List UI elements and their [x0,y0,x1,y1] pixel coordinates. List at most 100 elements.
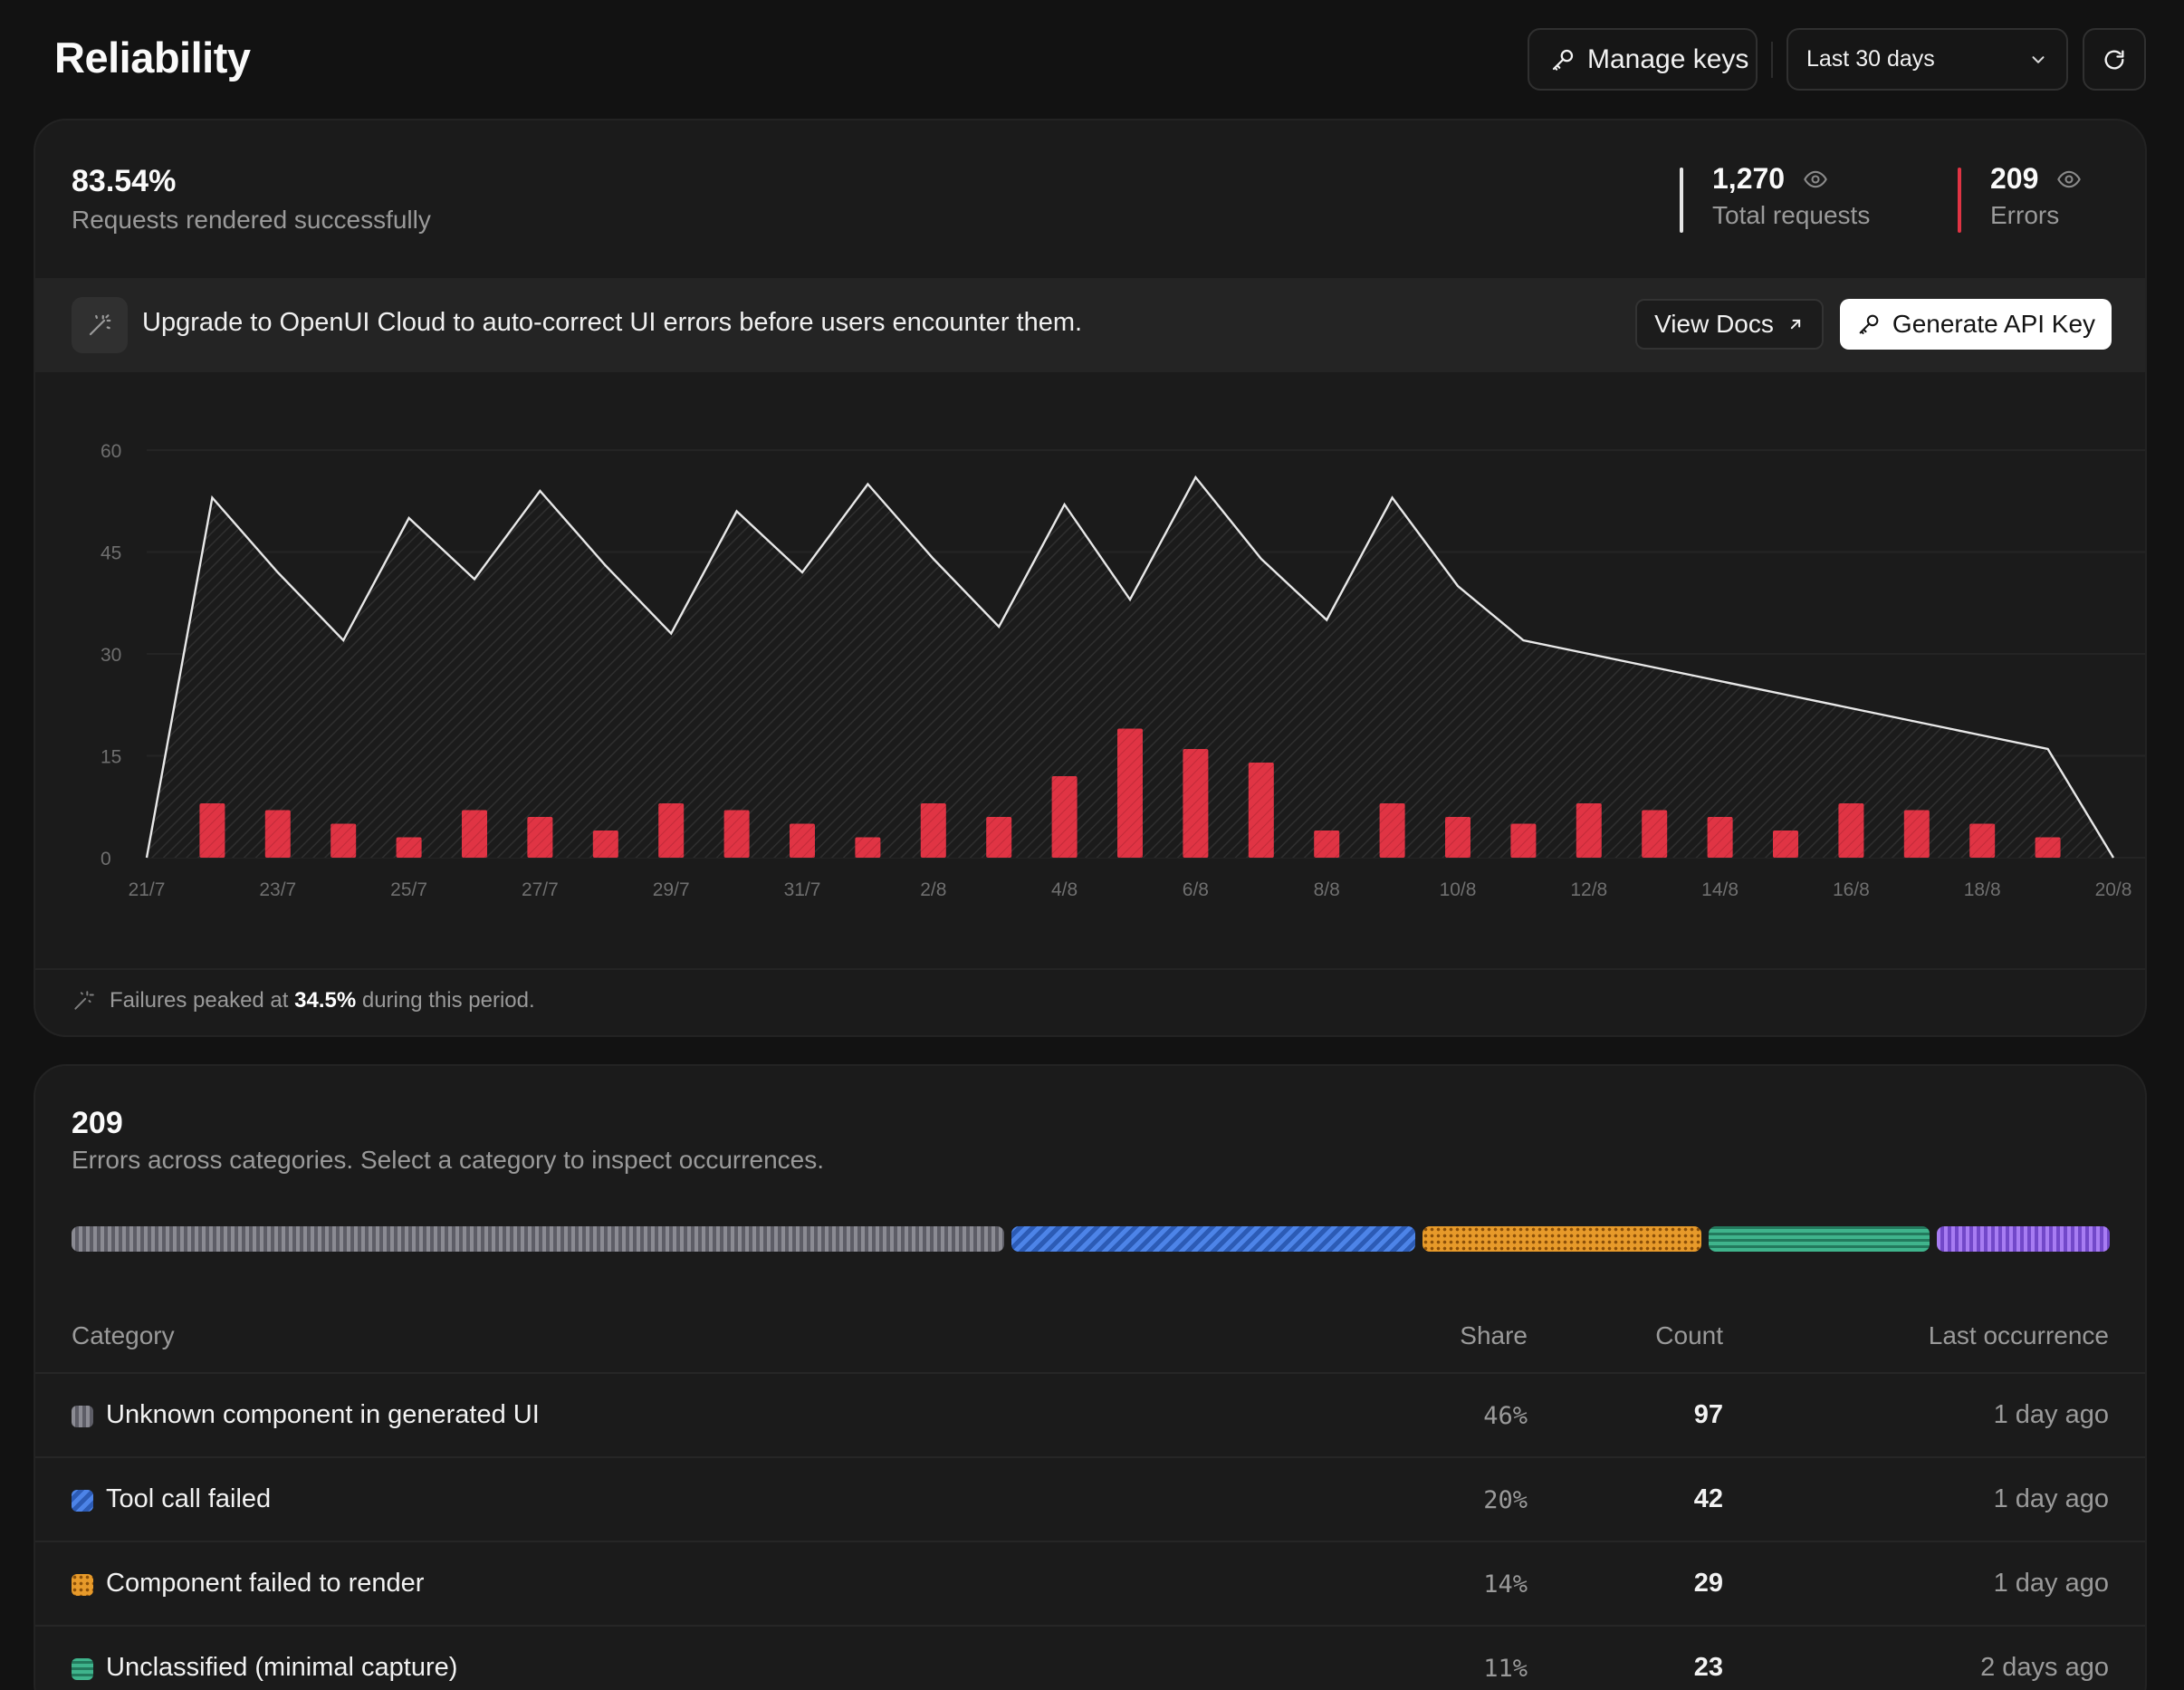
x-tick-label: 8/8 [1314,879,1340,900]
external-link-icon [1790,319,1801,330]
column-share[interactable]: Share [1460,1321,1528,1349]
x-tick-label: 21/7 [129,879,166,900]
x-tick-label: 23/7 [259,879,296,900]
x-tick-label: 16/8 [1833,879,1870,900]
category-swatch [72,1574,93,1596]
requests-area [147,477,2113,858]
category-segment[interactable] [1011,1226,1415,1252]
error-bar [396,837,422,858]
manage-keys-label: Manage keys [1587,43,1749,74]
error-bar [1379,803,1405,858]
view-docs-button[interactable]: View Docs [1635,299,1824,350]
category-count: 23 [1693,1653,1723,1682]
header-divider [1771,42,1773,78]
x-tick-label: 20/8 [2095,879,2132,900]
error-bar [1773,831,1798,858]
error-bar [592,831,618,858]
total-requests-value: 1,270 [1712,162,1786,195]
x-tick-label: 31/7 [784,879,821,900]
category-last-occurrence: 1 day ago [1993,1484,2109,1513]
category-share: 11% [1483,1655,1528,1683]
error-bar [199,803,225,858]
error-bar [330,823,357,858]
category-swatch [72,1658,93,1680]
error-bar [855,837,881,858]
category-segment[interactable] [1936,1226,2110,1252]
category-distribution-bar [72,1226,2110,1252]
category-count: 42 [1693,1484,1723,1513]
y-tick-label: 60 [101,441,121,462]
x-tick-label: 29/7 [653,879,690,900]
errors-label: Errors [1990,201,2060,229]
error-bar [1117,728,1143,858]
total-requests-marker [1680,168,1683,233]
eye-icon[interactable] [1803,167,1828,192]
category-last-occurrence: 1 day ago [1993,1569,2109,1598]
upgrade-message: Upgrade to OpenUI Cloud to auto-correct … [142,308,1083,337]
x-tick-label: 27/7 [522,879,559,900]
x-tick-label: 12/8 [1570,879,1607,900]
date-range-value: Last 30 days [1806,46,1935,72]
error-bar [723,810,750,858]
refresh-button[interactable] [2083,28,2146,91]
y-tick-label: 15 [101,747,121,768]
requests-errors-chart: 0 15 30 45 60 21/7 23/7 25/7 27/7 29/7 31/7 2/8 4/8 6… [35,374,2145,1035]
column-count[interactable]: Count [1655,1321,1723,1349]
error-bar [1248,763,1274,858]
table-row[interactable]: Tool call failed 20% 42 1 day ago [35,1456,2145,1541]
category-name: Unclassified (minimal capture) [106,1653,458,1682]
column-last-occurrence[interactable]: Last occurrence [1928,1321,2109,1349]
error-bar [1707,817,1733,858]
error-bar [2035,837,2061,858]
requests-line [145,475,2115,859]
errors-value: 209 [1990,162,2039,195]
error-bar [1051,776,1078,858]
view-docs-label: View Docs [1654,310,1774,338]
table-row[interactable]: Unclassified (minimal capture) 11% 23 2 … [35,1625,2145,1690]
category-count: 97 [1693,1400,1723,1429]
category-last-occurrence: 1 day ago [1993,1400,2109,1429]
error-bar [1445,817,1470,858]
manage-keys-button[interactable]: Manage keys [1528,28,1758,91]
date-range-select[interactable]: Last 30 days [1786,28,2068,91]
category-name: Component failed to render [106,1569,425,1598]
error-bar [1510,823,1537,858]
x-tick-label: 10/8 [1440,879,1477,900]
upgrade-banner: Upgrade to OpenUI Cloud to auto-correct … [35,278,2145,372]
generate-api-key-button[interactable]: Generate API Key [1840,299,2112,350]
category-share: 14% [1483,1570,1528,1599]
success-rate-value: 83.54% [72,164,177,198]
table-header: Category Share Count Last occurrence [35,1321,2145,1367]
error-bar [1576,803,1602,858]
error-categories-card: 209 Errors across categories. Select a c… [34,1064,2147,1690]
column-category[interactable]: Category [72,1321,175,1349]
total-requests-label: Total requests [1712,201,1871,229]
y-tick-label: 30 [101,645,121,666]
error-bar [986,817,1012,858]
chart-canvas: 0 15 30 45 60 21/7 23/7 25/7 27/7 29/7 31/7 2/8 4/8 6… [101,441,2145,900]
generate-api-key-label: Generate API Key [1892,310,2096,338]
error-bar [658,803,685,858]
category-segment[interactable] [1422,1226,1701,1252]
table-row[interactable]: Unknown component in generated UI 46% 97… [35,1372,2145,1456]
failure-peak-value: 34.5% [294,988,357,1013]
error-bar [1969,823,1996,858]
y-tick-label: 45 [101,543,121,564]
table-row[interactable]: Component failed to render 14% 29 1 day … [35,1541,2145,1625]
category-name: Unknown component in generated UI [106,1400,540,1429]
error-bar [1838,803,1864,858]
error-bar [1903,810,1930,858]
chevron-down-icon [2032,55,2045,63]
error-bar [920,803,946,858]
error-bar [264,810,291,858]
failure-peak-prefix: Failures peaked at [110,988,289,1013]
error-bar [790,823,815,858]
category-segment[interactable] [72,1226,1004,1252]
error-bar [1183,749,1209,858]
category-segment[interactable] [1708,1226,1930,1252]
eye-icon[interactable] [2056,167,2082,192]
x-tick-label: 14/8 [1701,879,1739,900]
x-tick-label: 25/7 [390,879,427,900]
x-tick-label: 18/8 [1964,879,2001,900]
reliability-overview-card: 83.54% Requests rendered successfully 1,… [34,119,2147,1037]
